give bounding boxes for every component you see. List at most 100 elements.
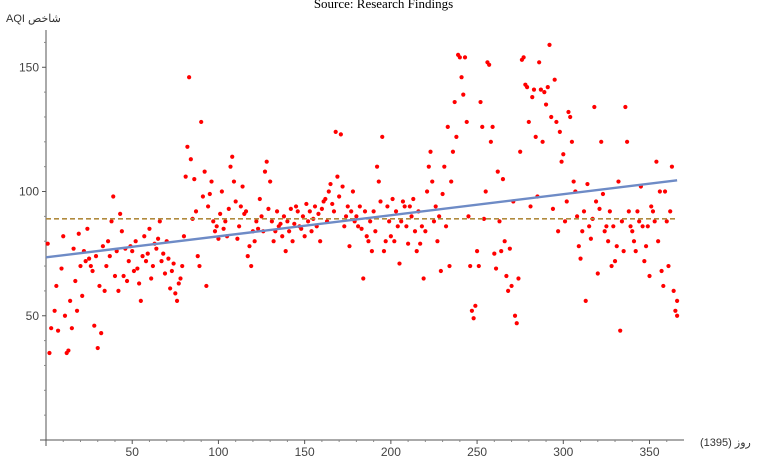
data-point: [366, 239, 371, 244]
data-point: [299, 226, 304, 231]
data-point: [376, 179, 381, 184]
data-point: [645, 224, 650, 229]
data-point: [612, 258, 618, 264]
data-point: [118, 211, 123, 216]
data-point: [374, 164, 380, 169]
data-point: [506, 288, 511, 294]
data-point: [268, 179, 273, 184]
data-point: [604, 224, 609, 229]
data-point: [292, 221, 297, 226]
data-point: [597, 206, 602, 212]
data-point: [145, 251, 150, 256]
data-point: [397, 261, 402, 266]
data-point: [180, 263, 185, 269]
data-point: [662, 189, 668, 194]
data-point: [385, 204, 390, 209]
data-point: [361, 276, 366, 281]
data-point: [502, 239, 507, 244]
data-point: [102, 288, 107, 294]
data-point: [214, 224, 219, 229]
data-point: [133, 239, 138, 244]
data-point: [295, 209, 300, 214]
data-point: [383, 239, 388, 244]
data-point: [93, 254, 99, 259]
data-point: [119, 229, 124, 234]
data-point: [562, 219, 568, 224]
x-tick-label: 250: [467, 445, 487, 459]
data-point: [445, 124, 450, 130]
data-point: [114, 249, 119, 254]
data-point: [85, 226, 90, 231]
data-point: [221, 226, 226, 231]
data-point: [188, 157, 193, 162]
data-point: [602, 229, 607, 234]
data-point: [342, 224, 347, 229]
data-point: [255, 226, 261, 231]
data-point: [195, 254, 200, 259]
x-tick-label: 200: [381, 445, 401, 459]
data-point: [588, 236, 593, 241]
data-point: [328, 181, 333, 187]
data-point: [381, 249, 387, 254]
data-point: [266, 206, 271, 212]
data-point: [566, 109, 571, 115]
data-point: [474, 249, 480, 254]
data-point: [159, 258, 164, 264]
data-point: [616, 179, 621, 184]
data-point: [350, 189, 356, 194]
data-point: [216, 236, 221, 241]
data-point: [87, 256, 92, 261]
data-point: [654, 159, 659, 164]
data-point: [411, 196, 416, 202]
data-point: [471, 316, 476, 321]
data-point: [543, 102, 549, 107]
data-point: [392, 239, 397, 244]
data-point: [461, 92, 466, 97]
data-point: [500, 176, 506, 182]
data-point: [440, 191, 445, 197]
data-point: [542, 90, 547, 95]
data-point: [219, 189, 224, 194]
data-point: [83, 258, 88, 264]
data-point: [161, 251, 166, 256]
data-point: [347, 244, 352, 249]
data-point: [675, 298, 680, 303]
data-point: [359, 226, 364, 231]
data-point: [526, 119, 531, 125]
axes: شاخص AQI روز (1395): [6, 13, 751, 449]
data-point: [435, 239, 440, 244]
data-point: [607, 209, 612, 214]
data-point: [580, 229, 585, 234]
data-point: [157, 219, 162, 224]
data-point: [443, 224, 449, 229]
data-point: [533, 134, 538, 139]
data-point: [69, 326, 74, 331]
data-point: [578, 256, 583, 261]
data-point: [154, 246, 159, 251]
data-point: [185, 144, 190, 149]
x-tick-label: 350: [639, 445, 659, 459]
data-point: [490, 124, 495, 130]
data-point: [61, 234, 66, 239]
x-tick-label: 50: [126, 445, 140, 459]
data-point: [271, 239, 276, 244]
x-axis-label: روز (1395): [700, 437, 751, 449]
data-point: [421, 276, 426, 281]
data-point: [78, 263, 83, 269]
data-point: [380, 134, 385, 139]
data-point: [431, 219, 437, 224]
data-point: [124, 278, 130, 284]
data-point: [406, 241, 411, 246]
data-point: [116, 288, 121, 294]
data-point: [155, 236, 161, 241]
data-point: [611, 224, 616, 229]
data-point: [49, 326, 54, 331]
data-point: [59, 266, 64, 271]
data-point: [473, 303, 478, 308]
data-point: [240, 184, 245, 189]
data-point: [593, 199, 599, 204]
data-point: [530, 94, 535, 100]
data-point: [335, 174, 340, 179]
data-point: [659, 268, 664, 274]
data-point: [476, 263, 481, 269]
